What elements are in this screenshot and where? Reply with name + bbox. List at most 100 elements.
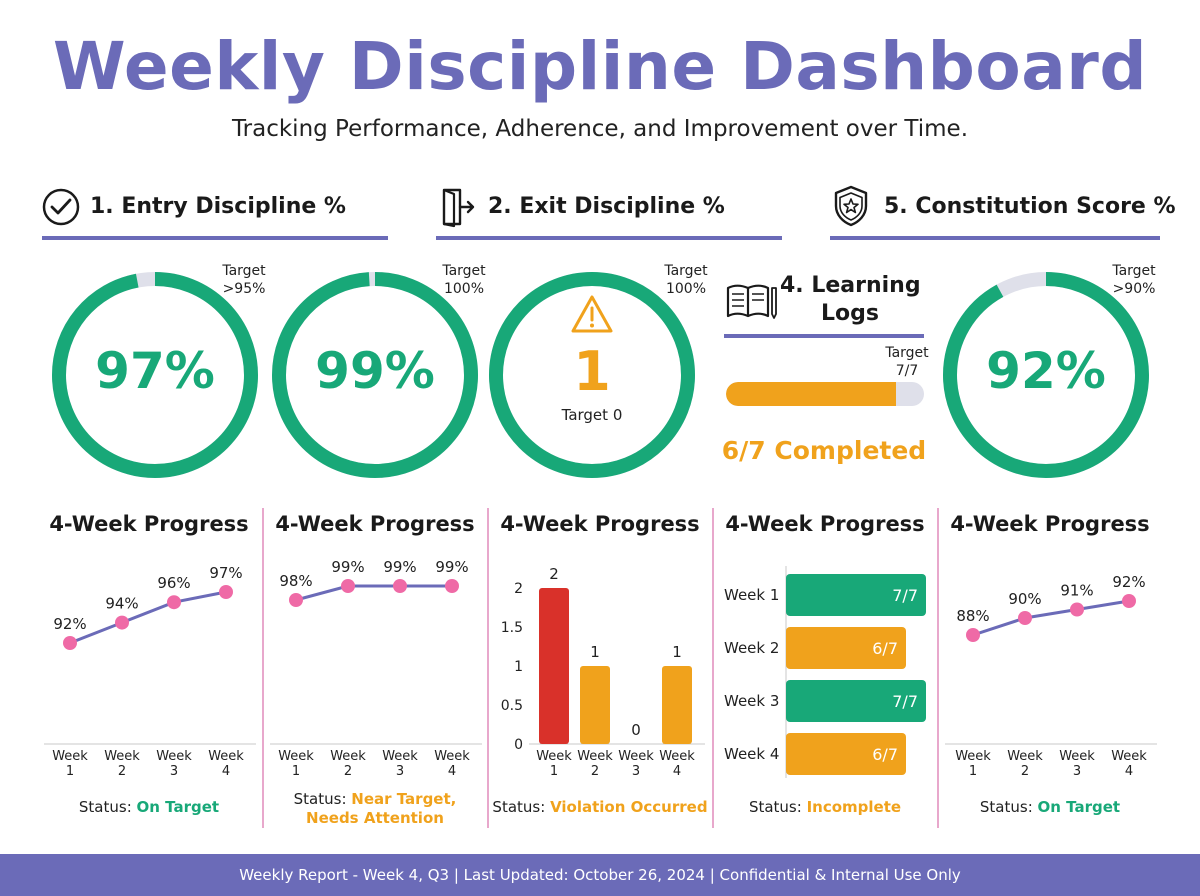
x-tick-label: 4 — [1125, 764, 1133, 779]
x-tick-label: 1 — [550, 764, 558, 779]
warning-icon — [571, 295, 613, 333]
data-label: 92% — [53, 615, 86, 633]
x-tick-label: 4 — [448, 764, 456, 779]
constitution-section-header: 5. Constitution Score % — [830, 184, 1176, 244]
data-point — [1122, 594, 1136, 608]
bar — [786, 733, 906, 775]
status-label: Status: — [979, 798, 1033, 816]
exit-section-header: 2. Exit Discipline % — [436, 186, 782, 244]
data-label: 96% — [157, 574, 190, 592]
exit-status: Status: Near Target, Needs Attention — [268, 790, 482, 828]
x-tick-label: 1 — [969, 764, 977, 779]
column-divider — [262, 508, 264, 828]
constitution-section-rule — [830, 236, 1160, 240]
bar — [580, 666, 610, 744]
progress-title-violation: 4-Week Progress — [500, 512, 700, 536]
book-pen-icon — [726, 284, 777, 319]
entry-ring-progress — [52, 272, 258, 478]
entry-target-label: Target — [222, 263, 266, 279]
violation-inner-target: Target 0 — [561, 406, 623, 424]
x-tick-label: 3 — [1073, 764, 1081, 779]
data-point — [966, 628, 980, 642]
y-tick-label: Week 4 — [724, 745, 779, 763]
data-label: 99% — [331, 558, 364, 576]
progress-title-constitution: 4-Week Progress — [950, 512, 1150, 536]
data-point — [167, 595, 181, 610]
exit-ring-progress — [272, 272, 478, 478]
x-tick-label: 2 — [1021, 764, 1029, 779]
x-tick-label: Week — [52, 749, 88, 764]
column-divider — [487, 508, 489, 828]
x-tick-label: 3 — [632, 764, 640, 779]
shield-star-icon — [834, 185, 868, 227]
exit-section-title: 2. Exit Discipline % — [488, 194, 725, 219]
exit-target-label: Target — [442, 263, 486, 279]
progress-title-exit: 4-Week Progress — [275, 512, 475, 536]
x-tick-label: Week — [577, 749, 613, 764]
data-point — [219, 585, 233, 599]
data-label: 92% — [1112, 573, 1145, 591]
violation-kpi: 1 Target 0 Target 100% — [488, 262, 714, 484]
x-tick-label: Week — [1059, 749, 1095, 764]
series-line — [295, 584, 452, 602]
data-point — [289, 593, 303, 607]
learning-target-label: Target — [885, 345, 929, 361]
exit-ring — [272, 272, 478, 478]
x-tick-label: Week — [536, 749, 572, 764]
x-tick-label: Week — [434, 749, 470, 764]
constitution-ring — [943, 272, 1149, 478]
x-tick-label: Week — [104, 749, 140, 764]
status-label: Status: — [492, 798, 546, 816]
violation-status-value: Violation Occurred — [550, 798, 708, 816]
violation-ring-progress — [489, 272, 695, 478]
constitution-section-title: 5. Constitution Score % — [884, 194, 1176, 219]
learning-progress-chart: 7/7 Week 1 6/7 Week 2 7/7 Week 3 6/7 Week 4 — [724, 566, 926, 778]
check-circle-icon — [42, 188, 80, 226]
y-tick-label: Week 1 — [724, 586, 779, 604]
learning-progress-fill — [726, 382, 896, 406]
x-tick-label: Week — [278, 749, 314, 764]
learning-target-value: 7/7 — [895, 363, 919, 379]
footer-bar: Weekly Report - Week 4, Q3 | Last Update… — [0, 854, 1200, 896]
bar — [786, 627, 906, 669]
violation-target-label: Target — [664, 263, 708, 279]
data-label: 6/7 — [872, 745, 898, 764]
data-label: 1 — [590, 643, 600, 661]
entry-target-value: >95% — [222, 281, 266, 297]
y-tick-label: 0.5 — [501, 698, 523, 714]
exit-status-value-line2: Needs Attention — [306, 809, 444, 827]
progress-title-entry: 4-Week Progress — [49, 512, 249, 536]
x-tick-label: 2 — [591, 764, 599, 779]
x-tick-label: 3 — [170, 764, 178, 779]
exit-target-value: 100% — [443, 281, 485, 297]
x-tick-label: Week — [1007, 749, 1043, 764]
bar — [786, 574, 926, 616]
entry-section-header: 1. Entry Discipline % — [42, 188, 388, 244]
x-tick-label: 1 — [292, 764, 300, 779]
x-tick-label: Week — [382, 749, 418, 764]
data-point — [393, 579, 407, 593]
learning-section-rule — [724, 334, 924, 338]
x-tick-label: Week — [955, 749, 991, 764]
data-label: 98% — [279, 572, 312, 590]
entry-section-title: 1. Entry Discipline % — [90, 194, 346, 219]
y-tick-label: 2 — [514, 581, 523, 597]
data-label: 0 — [631, 721, 641, 739]
x-tick-label: 2 — [118, 764, 126, 779]
violation-target: Target 100% — [652, 262, 720, 298]
exit-section-rule — [436, 236, 782, 240]
data-point — [341, 579, 355, 593]
bar — [662, 666, 692, 744]
x-tick-label: Week — [156, 749, 192, 764]
data-point — [63, 636, 77, 650]
constitution-target: Target >90% — [1100, 262, 1168, 298]
x-tick-label: 4 — [222, 764, 230, 779]
data-label: 2 — [549, 565, 559, 583]
y-tick-label: Week 2 — [724, 639, 779, 657]
series-line — [972, 599, 1130, 637]
constitution-target-value: >90% — [1112, 281, 1156, 297]
entry-kpi: 97% Target >95% — [50, 262, 272, 484]
constitution-target-label: Target — [1112, 263, 1156, 279]
